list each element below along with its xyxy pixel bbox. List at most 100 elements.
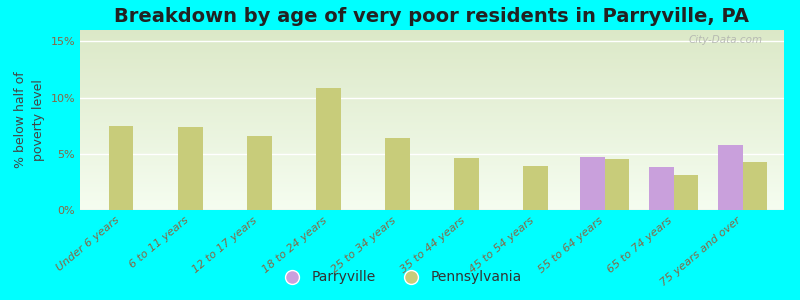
- Bar: [80, 39, 784, 40]
- Bar: [80, 93, 784, 94]
- Bar: [80, 45, 784, 46]
- Bar: [80, 100, 784, 101]
- Bar: [80, 62, 784, 63]
- Bar: [80, 191, 784, 192]
- Bar: [80, 82, 784, 83]
- Bar: [80, 175, 784, 176]
- Bar: [80, 52, 784, 53]
- Bar: [80, 135, 784, 136]
- Bar: [80, 187, 784, 188]
- Bar: [80, 107, 784, 108]
- Bar: [674, 175, 698, 210]
- Bar: [80, 177, 784, 178]
- Bar: [80, 77, 784, 78]
- Bar: [80, 99, 784, 100]
- Bar: [80, 153, 784, 154]
- Bar: [80, 144, 784, 145]
- Bar: [80, 58, 784, 59]
- Bar: [247, 136, 271, 210]
- Bar: [80, 151, 784, 152]
- Bar: [80, 71, 784, 72]
- Bar: [80, 178, 784, 179]
- Bar: [80, 64, 784, 65]
- Bar: [605, 159, 629, 210]
- Bar: [80, 190, 784, 191]
- Bar: [80, 185, 784, 186]
- Bar: [80, 70, 784, 71]
- Bar: [80, 76, 784, 77]
- Bar: [80, 129, 784, 130]
- Bar: [80, 105, 784, 106]
- Bar: [80, 138, 784, 139]
- Bar: [80, 37, 784, 38]
- Bar: [80, 126, 784, 127]
- Bar: [80, 193, 784, 194]
- Bar: [580, 157, 605, 210]
- Bar: [80, 35, 784, 36]
- Bar: [80, 141, 784, 142]
- Y-axis label: % below half of
poverty level: % below half of poverty level: [14, 72, 45, 168]
- Bar: [80, 147, 784, 148]
- Bar: [80, 159, 784, 160]
- Bar: [80, 155, 784, 156]
- Bar: [80, 31, 784, 32]
- Bar: [80, 57, 784, 58]
- Bar: [80, 201, 784, 202]
- Bar: [80, 195, 784, 196]
- Bar: [80, 154, 784, 155]
- Bar: [80, 61, 784, 62]
- Bar: [80, 86, 784, 87]
- Bar: [80, 97, 784, 98]
- Bar: [80, 81, 784, 82]
- Bar: [80, 206, 784, 207]
- Bar: [80, 60, 784, 61]
- Bar: [80, 87, 784, 88]
- Bar: [80, 114, 784, 115]
- Bar: [80, 109, 784, 110]
- Bar: [178, 127, 202, 210]
- Bar: [80, 120, 784, 121]
- Bar: [80, 170, 784, 171]
- Bar: [80, 89, 784, 90]
- Bar: [80, 65, 784, 66]
- Bar: [80, 150, 784, 151]
- Bar: [80, 103, 784, 104]
- Bar: [80, 132, 784, 133]
- Bar: [80, 173, 784, 174]
- Bar: [80, 189, 784, 190]
- Bar: [80, 83, 784, 84]
- Bar: [523, 166, 548, 210]
- Bar: [80, 41, 784, 42]
- Bar: [80, 54, 784, 55]
- Bar: [80, 182, 784, 183]
- Bar: [80, 202, 784, 203]
- Bar: [80, 117, 784, 118]
- Bar: [80, 111, 784, 112]
- Bar: [80, 208, 784, 209]
- Bar: [80, 44, 784, 45]
- Bar: [80, 72, 784, 73]
- Bar: [80, 119, 784, 120]
- Bar: [80, 47, 784, 48]
- Bar: [80, 79, 784, 80]
- Bar: [80, 128, 784, 129]
- Bar: [80, 50, 784, 51]
- Bar: [80, 55, 784, 56]
- Bar: [80, 74, 784, 75]
- Bar: [80, 158, 784, 159]
- Bar: [742, 162, 766, 210]
- Bar: [718, 145, 742, 210]
- Bar: [80, 78, 784, 79]
- Text: City-Data.com: City-Data.com: [689, 35, 763, 45]
- Bar: [80, 200, 784, 201]
- Bar: [80, 38, 784, 39]
- Bar: [80, 179, 784, 180]
- Bar: [80, 118, 784, 119]
- Bar: [80, 116, 784, 117]
- Bar: [80, 85, 784, 86]
- Legend: Parryville, Pennsylvania: Parryville, Pennsylvania: [273, 265, 527, 290]
- Bar: [80, 156, 784, 157]
- Bar: [80, 198, 784, 199]
- Bar: [650, 167, 674, 210]
- Bar: [80, 160, 784, 161]
